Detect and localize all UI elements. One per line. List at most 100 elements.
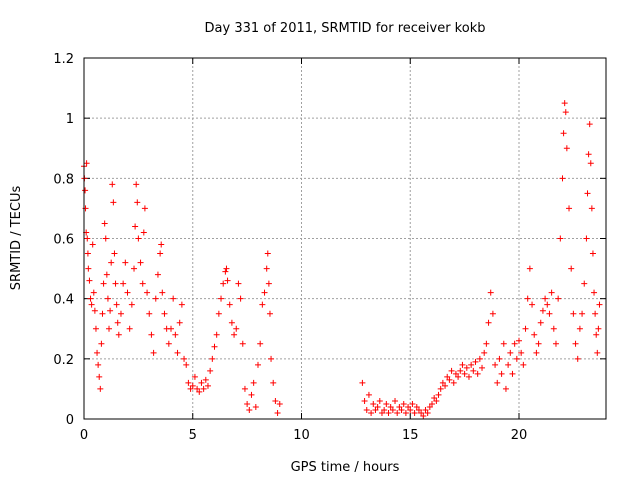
data-point (522, 325, 529, 332)
data-point (82, 205, 89, 212)
data-point (363, 406, 370, 413)
data-point (84, 250, 91, 257)
data-point (589, 250, 596, 257)
data-point (494, 379, 501, 386)
data-point (487, 289, 494, 296)
data-point (374, 403, 381, 410)
data-point (83, 160, 90, 167)
data-point (95, 361, 102, 368)
x-tick-label: 0 (80, 428, 88, 443)
data-point (233, 325, 240, 332)
data-point (535, 340, 542, 347)
data-point (459, 361, 466, 368)
data-point (137, 259, 144, 266)
data-point (509, 370, 516, 377)
data-point (194, 385, 201, 392)
data-point (259, 301, 266, 308)
data-point (444, 373, 451, 380)
data-point (588, 205, 595, 212)
data-point (574, 355, 581, 362)
data-point (452, 370, 459, 377)
data-point (592, 310, 599, 317)
data-point (99, 310, 106, 317)
data-point (196, 388, 203, 395)
data-point (531, 331, 538, 338)
y-tick-label: 0.8 (53, 172, 74, 187)
data-point (448, 367, 455, 374)
data-point (485, 319, 492, 326)
data-point (489, 310, 496, 317)
data-point (500, 340, 507, 347)
data-point (270, 379, 277, 386)
data-point (426, 403, 433, 410)
data-point (183, 361, 190, 368)
data-point (420, 412, 427, 419)
data-point (88, 301, 95, 308)
data-point (97, 385, 104, 392)
data-point (552, 340, 559, 347)
data-point (372, 406, 379, 413)
data-point (439, 379, 446, 386)
data-point (140, 229, 147, 236)
data-point (128, 301, 135, 308)
data-point (168, 325, 174, 332)
data-point (165, 340, 172, 347)
x-tick-label: 5 (189, 428, 197, 443)
y-tick-label: 1.2 (53, 52, 74, 67)
data-point (141, 205, 148, 212)
data-point (537, 319, 544, 326)
data-point (257, 340, 264, 347)
data-point (507, 349, 514, 356)
data-point (533, 349, 540, 356)
data-point (161, 310, 168, 317)
data-point (218, 295, 225, 302)
data-point (113, 301, 120, 308)
data-point (548, 289, 555, 296)
data-point (429, 400, 435, 407)
data-point (159, 289, 166, 296)
data-point (124, 289, 131, 296)
data-point (566, 205, 573, 212)
data-point (150, 349, 157, 356)
data-point (222, 268, 229, 275)
data-point (511, 340, 518, 347)
y-tick-label: 1 (66, 112, 74, 127)
data-point (131, 265, 138, 272)
data-point (228, 319, 235, 326)
data-point (385, 409, 392, 416)
data-point (572, 340, 579, 347)
data-point (437, 385, 444, 392)
data-point (90, 289, 97, 296)
data-point (596, 301, 603, 308)
data-point (413, 403, 420, 410)
y-axis-label: SRMTID / TECUs (9, 186, 24, 291)
data-point (526, 265, 533, 272)
data-point (576, 325, 583, 332)
data-point (400, 400, 407, 407)
data-point (562, 109, 569, 116)
data-point (117, 310, 124, 317)
y-tick-label: 0.2 (53, 353, 74, 368)
data-point (550, 325, 557, 332)
data-point (555, 295, 562, 302)
data-points (81, 100, 603, 419)
data-point (376, 397, 383, 404)
data-point (185, 379, 192, 386)
data-point (104, 295, 111, 302)
data-point (107, 307, 114, 314)
data-point (223, 265, 230, 272)
data-point (87, 295, 94, 302)
data-point (172, 331, 179, 338)
data-point (191, 373, 198, 380)
data-point (202, 376, 209, 383)
data-point (520, 361, 527, 368)
data-point (359, 379, 366, 386)
data-point (559, 175, 566, 182)
data-point (370, 400, 377, 407)
data-point (170, 295, 177, 302)
data-point (89, 241, 96, 248)
data-point (231, 331, 238, 338)
data-point (111, 250, 118, 257)
data-point (272, 397, 279, 404)
data-point (94, 349, 101, 356)
